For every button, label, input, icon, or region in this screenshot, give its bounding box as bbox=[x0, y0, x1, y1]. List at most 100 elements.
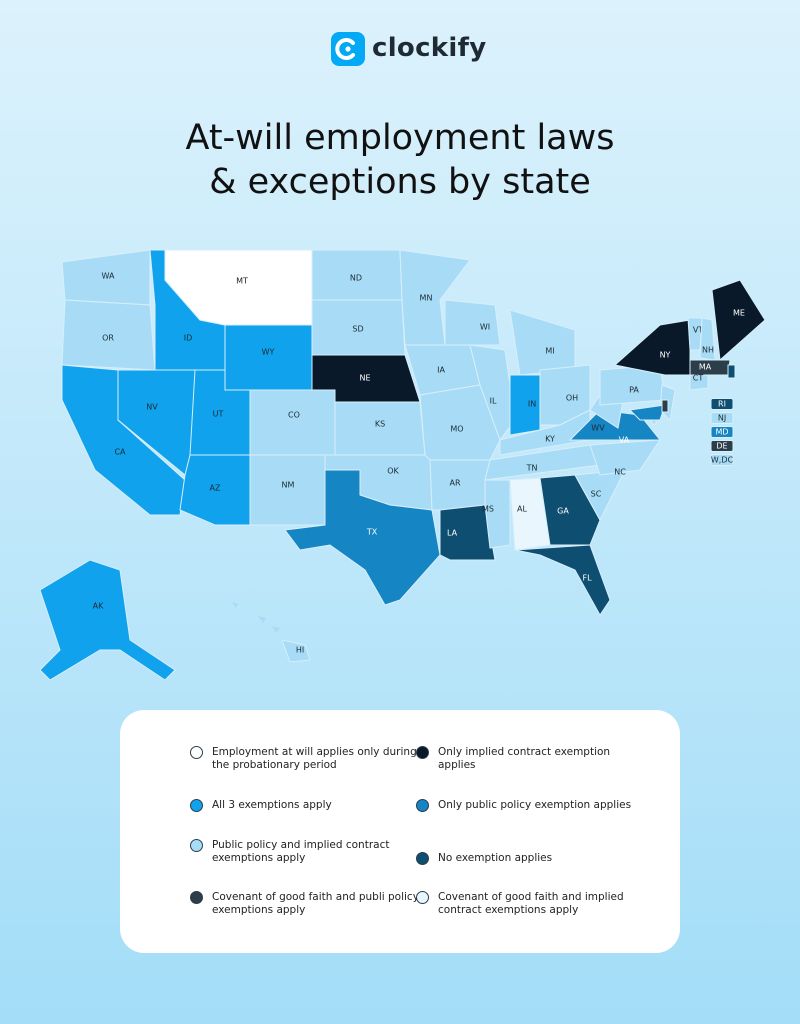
state-label: HI bbox=[296, 646, 304, 655]
state bbox=[249, 454, 326, 526]
state-label: IA bbox=[437, 366, 445, 375]
title-line: & exceptions by state bbox=[209, 162, 591, 202]
state-label: FL bbox=[582, 574, 592, 583]
logo-text: clockify bbox=[372, 33, 487, 63]
legend-item: Employment at will applies only during t… bbox=[190, 746, 422, 772]
state-label-box bbox=[710, 440, 734, 452]
legend-label: Covenant of good faith and implied contr… bbox=[438, 891, 624, 916]
legend-item: Covenant of good faith and publi policy … bbox=[190, 891, 422, 917]
legend: Employment at will applies only during t… bbox=[120, 710, 680, 953]
legend-swatch bbox=[416, 746, 429, 759]
state-label: PA bbox=[629, 386, 639, 395]
state bbox=[484, 479, 511, 549]
legend-swatch bbox=[190, 746, 203, 759]
state bbox=[284, 469, 441, 606]
state-label: MO bbox=[450, 425, 463, 434]
state-label: IN bbox=[528, 400, 536, 409]
legend-label: Only public policy exemption applies bbox=[438, 799, 632, 811]
state-label: DE bbox=[716, 442, 727, 451]
state-label: OR bbox=[102, 334, 114, 343]
state-label: KY bbox=[545, 435, 555, 444]
state-label-box bbox=[710, 426, 734, 438]
state-label: WY bbox=[262, 348, 275, 357]
us-map: WA OR CA NV ID MT WY UT AZ CO NM ND SD NE KS OK TX MN IA MO… bbox=[39, 249, 766, 681]
legend-swatch bbox=[416, 891, 429, 904]
state-label: AR bbox=[449, 479, 460, 488]
legend-item: Only public policy exemption applies bbox=[416, 799, 648, 812]
state-label: MN bbox=[420, 294, 433, 303]
state bbox=[539, 474, 601, 546]
legend-label: Employment at will applies only during t… bbox=[212, 746, 417, 771]
state-label: LA bbox=[447, 529, 458, 538]
state-label: WA bbox=[102, 272, 115, 281]
state-label: AK bbox=[93, 602, 104, 611]
state-label: ND bbox=[350, 274, 362, 283]
state bbox=[334, 401, 426, 456]
state-label: CT bbox=[693, 374, 704, 383]
hawaii-islet bbox=[232, 602, 238, 608]
state-label: OH bbox=[566, 394, 578, 403]
state-label: MI bbox=[545, 347, 554, 356]
legend-label: Public policy and implied contract exemp… bbox=[212, 839, 390, 864]
state-label-box bbox=[710, 454, 734, 466]
state-label: MD bbox=[715, 428, 728, 437]
legend-swatch bbox=[416, 852, 429, 865]
state-label: ID bbox=[184, 334, 193, 343]
state bbox=[689, 374, 709, 391]
state bbox=[514, 544, 611, 616]
state-label: MT bbox=[236, 277, 248, 286]
state-label: KS bbox=[375, 420, 385, 429]
legend-swatch bbox=[416, 799, 429, 812]
state-label-box bbox=[710, 398, 734, 410]
state bbox=[589, 439, 661, 476]
state-label: MA bbox=[699, 363, 712, 372]
legend-swatch bbox=[190, 891, 203, 904]
state-label-box bbox=[710, 412, 734, 424]
state bbox=[727, 364, 736, 379]
title-line: At-will employment laws bbox=[185, 118, 615, 158]
hawaii-islet bbox=[258, 616, 266, 623]
state-label: GA bbox=[557, 507, 569, 516]
state-label: VA bbox=[619, 436, 630, 445]
state bbox=[224, 324, 313, 391]
logo-icon bbox=[331, 32, 365, 66]
state-label: ME bbox=[733, 309, 745, 318]
legend-label: Covenant of good faith and publi policy … bbox=[212, 891, 419, 916]
state-label: MS bbox=[482, 505, 494, 514]
state-label: OK bbox=[387, 467, 399, 476]
state-label: IL bbox=[490, 397, 497, 406]
state bbox=[469, 344, 516, 442]
hawaii-islet bbox=[272, 626, 280, 633]
legend-swatch bbox=[190, 839, 203, 852]
state-label: SC bbox=[591, 490, 602, 499]
state bbox=[628, 404, 666, 421]
logo-glyph bbox=[335, 38, 355, 60]
state bbox=[509, 309, 576, 376]
state bbox=[39, 559, 176, 681]
state-label: WI bbox=[480, 323, 490, 332]
legend-item: No exemption applies bbox=[416, 852, 648, 865]
state bbox=[439, 504, 496, 561]
state-label: TN bbox=[526, 464, 538, 473]
state-label: UT bbox=[213, 410, 224, 419]
legend-item: Covenant of good faith and implied contr… bbox=[416, 891, 648, 917]
state-label: RI bbox=[718, 400, 726, 409]
state-label: CA bbox=[114, 448, 126, 457]
state-label: VT bbox=[693, 326, 703, 335]
legend-label: Only implied contract exemption applies bbox=[438, 746, 611, 771]
state-label: WV bbox=[591, 424, 605, 433]
state-label: NJ bbox=[718, 414, 726, 423]
state bbox=[444, 299, 501, 346]
state bbox=[613, 319, 691, 376]
legend-item: Public policy and implied contract exemp… bbox=[190, 839, 422, 865]
state-label: NE bbox=[359, 374, 370, 383]
state bbox=[281, 639, 311, 663]
legend-label: No exemption applies bbox=[438, 852, 553, 864]
state bbox=[651, 419, 657, 425]
legend-item: Only implied contract exemption applies bbox=[416, 746, 648, 772]
state-label: NY bbox=[660, 351, 671, 360]
state-label: CO bbox=[288, 411, 300, 420]
legend-label: All 3 exemptions apply bbox=[212, 799, 332, 811]
state-label: NH bbox=[702, 346, 714, 355]
